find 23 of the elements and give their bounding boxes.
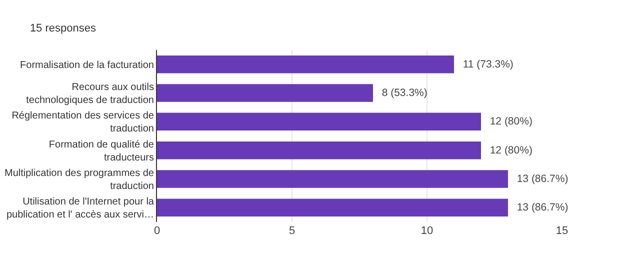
bar <box>157 55 454 74</box>
bar <box>157 84 373 102</box>
bar <box>157 141 481 160</box>
x-tick-label: 15 <box>556 225 568 237</box>
bar <box>157 112 481 131</box>
data-label: 12 (80%) <box>484 144 532 156</box>
y-tick-label: Réglementation des services de traduction <box>12 110 154 135</box>
x-tick-label: 0 <box>154 225 160 237</box>
data-label: 12 (80%) <box>484 116 532 128</box>
data-label: 11 (73.3%) <box>457 58 514 70</box>
data-label: 13 (86.7%) <box>511 173 568 185</box>
text: 15 responses <box>30 22 96 34</box>
y-tick-label: Recours aux outils technologiques de traduction <box>26 82 154 106</box>
x-tick-label: 5 <box>288 225 296 237</box>
bar <box>157 198 508 217</box>
data-label: 13 (86.7%) <box>511 202 568 214</box>
x-tick-label: 10 <box>420 225 434 237</box>
y-tick-label: Formalisation de la facturation <box>20 60 154 71</box>
bar <box>157 170 508 188</box>
data-label: 8 (53.3%) <box>376 87 428 99</box>
y-tick-label: Multiplication des programmes de traduction <box>4 168 154 192</box>
y-tick-label: Formation de qualité de traducteurs <box>48 139 154 164</box>
y-tick-label: Utilisation de l'Internet pour la publication et l' accès aux servi… <box>6 196 154 221</box>
